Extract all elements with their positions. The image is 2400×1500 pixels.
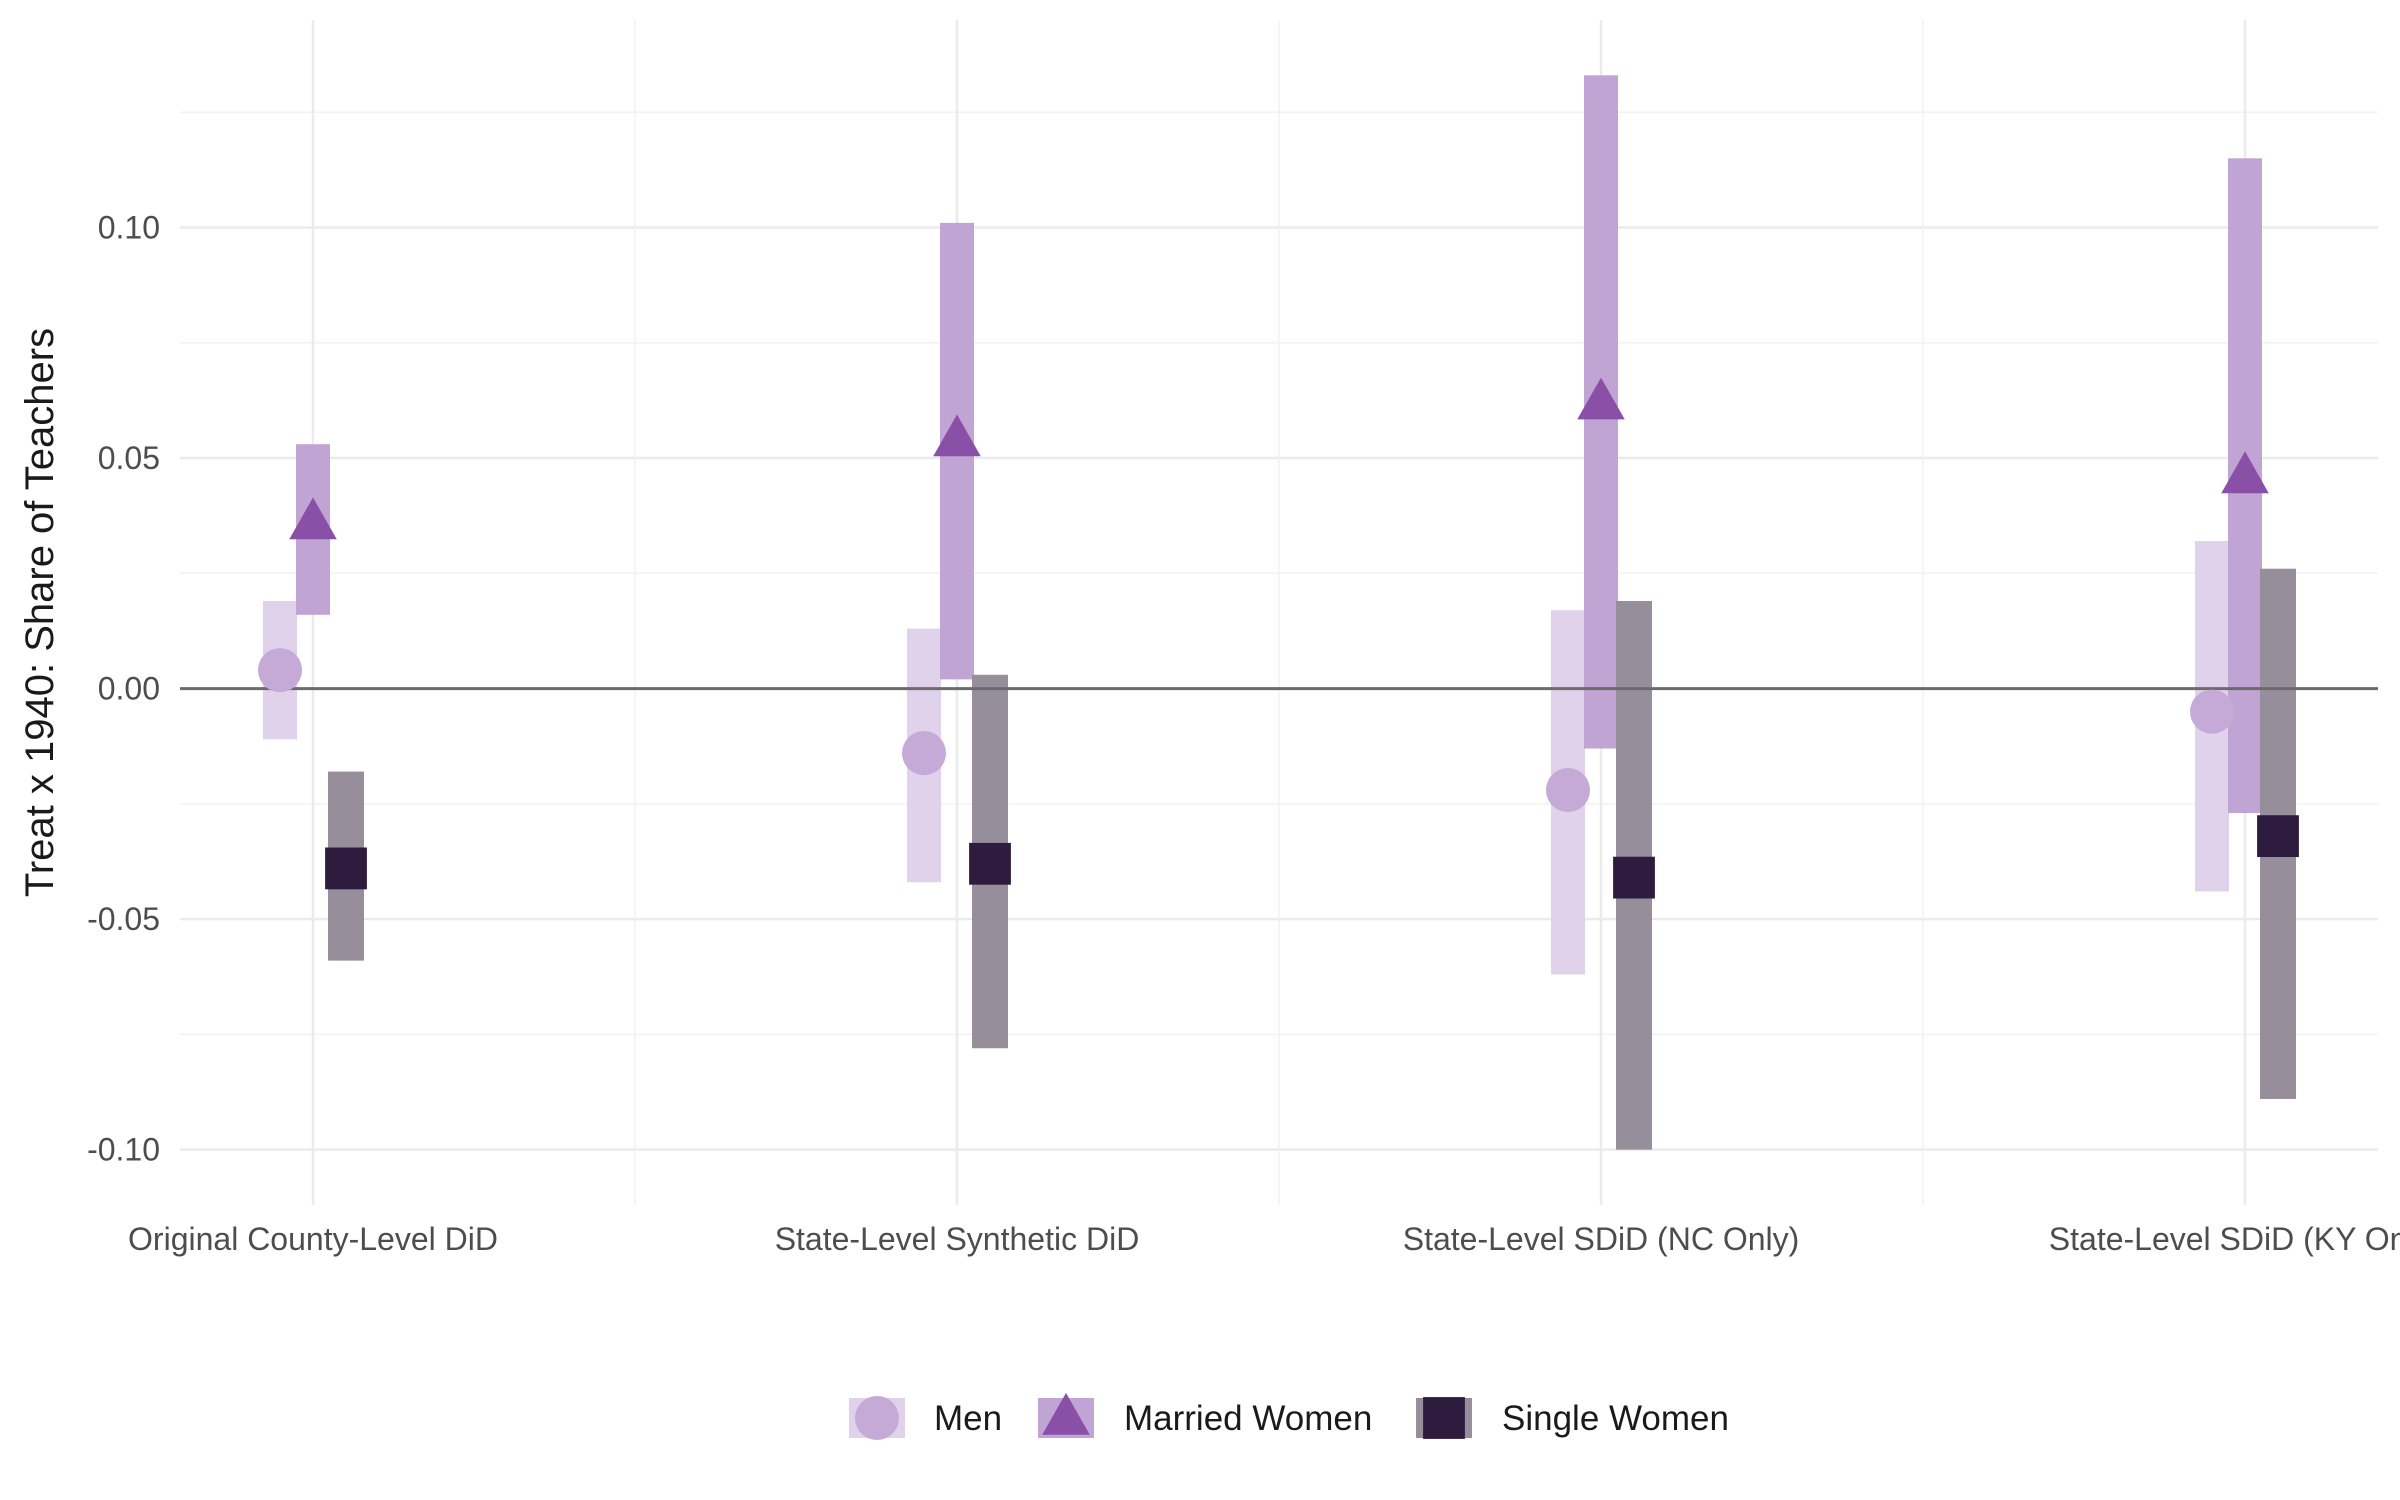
x-axis-ticks: Original County-Level DiD State-Level Syn… xyxy=(128,1221,2400,1257)
legend-key-married-women-marker xyxy=(1042,1392,1090,1435)
grid xyxy=(180,20,2378,1205)
x-tick-label: State-Level SDiD (KY Only) xyxy=(2049,1221,2400,1257)
y-tick-label: -0.05 xyxy=(87,901,160,937)
married-women-point xyxy=(2221,451,2269,494)
single-women-point xyxy=(325,847,367,890)
y-axis-title: Treat x 1940: Share of Teachers xyxy=(18,328,62,897)
married-women-point xyxy=(1577,377,1625,420)
y-tick-label: 0.00 xyxy=(98,671,160,707)
married-women-point xyxy=(289,497,337,540)
legend-key-men-marker xyxy=(855,1396,899,1440)
single-women-point xyxy=(969,842,1011,885)
single-women-point xyxy=(1613,856,1655,899)
point-estimates xyxy=(258,377,2299,899)
legend-label-married-women: Married Women xyxy=(1124,1399,1372,1438)
men-point xyxy=(258,648,302,693)
x-tick-label: State-Level Synthetic DiD xyxy=(775,1221,1140,1257)
y-tick-label: 0.10 xyxy=(98,209,160,245)
y-tick-label: 0.05 xyxy=(98,440,160,476)
legend-label-single-women: Single Women xyxy=(1502,1399,1729,1438)
men-point xyxy=(1546,768,1590,813)
legend-key-single-women-marker xyxy=(1423,1397,1465,1439)
y-tick-label: -0.10 xyxy=(87,1132,160,1168)
x-tick-label: State-Level SDiD (NC Only) xyxy=(1403,1221,1800,1257)
x-tick-label: Original County-Level DiD xyxy=(128,1221,498,1257)
single-women-point xyxy=(2257,815,2299,858)
men-point xyxy=(902,731,946,776)
married-women-point xyxy=(933,414,981,457)
y-axis-ticks: -0.10 -0.05 0.00 0.05 0.10 xyxy=(87,209,160,1167)
legend-label-men: Men xyxy=(934,1399,1002,1438)
legend: Men Married Women Single Women xyxy=(849,1392,1729,1440)
men-point xyxy=(2190,689,2234,734)
